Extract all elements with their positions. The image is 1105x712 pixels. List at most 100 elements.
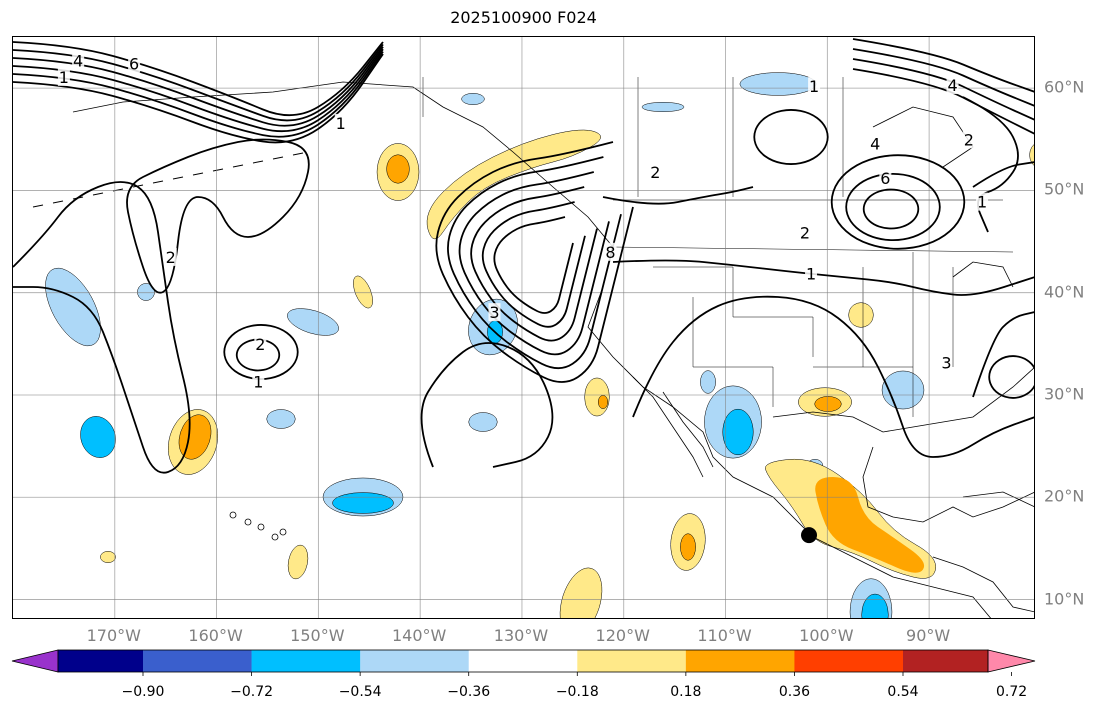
location-markers	[801, 527, 818, 544]
contour-line	[223, 324, 299, 380]
colorbar	[11, 649, 1036, 676]
coastline	[632, 376, 704, 478]
contour-label: 4	[73, 52, 83, 71]
contour-line	[988, 355, 1034, 399]
contour-label: 1	[809, 77, 819, 96]
contour-line	[435, 141, 634, 383]
coastline	[92, 192, 104, 196]
colorbar-extend-max	[987, 649, 1036, 673]
contour-line	[753, 109, 829, 165]
contour-line	[962, 96, 1019, 233]
latitude-tick-label: 10°N	[1044, 589, 1085, 609]
coastline	[962, 491, 1034, 507]
colorbar-tick-label: 0.18	[670, 684, 702, 700]
coastline	[172, 176, 184, 180]
coastlines-and-borders	[32, 77, 1034, 618]
coastline	[862, 446, 1034, 523]
colorbar-segment	[58, 650, 144, 672]
anomaly-region	[353, 275, 373, 309]
colorbar-segment	[251, 650, 361, 672]
colorbar-tick-label: −0.18	[555, 684, 599, 700]
island	[229, 511, 237, 519]
contour-line	[830, 154, 966, 250]
anomaly-region	[45, 267, 101, 347]
colorbar-tick-label: −0.54	[338, 684, 382, 700]
colorbar-segment	[685, 650, 795, 672]
contour-line	[13, 46, 384, 127]
anomaly-region	[137, 283, 155, 301]
anomaly-region	[468, 412, 498, 432]
coastline	[932, 556, 1034, 613]
contour-line	[862, 188, 920, 230]
colorbar-tick-label: 0.54	[887, 684, 919, 700]
anomaly-region	[700, 370, 716, 394]
contour-label: 1	[59, 68, 69, 87]
coastline	[662, 391, 714, 468]
longitude-tick-label: 140°W	[391, 626, 447, 645]
coastline	[872, 106, 974, 168]
latitude-tick-label: 20°N	[1044, 486, 1085, 506]
contour-label: 2	[800, 223, 810, 242]
coastline	[192, 172, 204, 176]
contour-line	[852, 38, 1034, 93]
contour-line	[420, 342, 554, 468]
latitude-tick-label: 40°N	[1044, 282, 1085, 302]
contour-line	[972, 311, 1034, 398]
anomaly-region	[722, 408, 754, 456]
contour-line	[13, 43, 384, 122]
contour-line	[13, 51, 384, 138]
island	[271, 533, 279, 541]
colorbar-outline	[57, 649, 989, 673]
longitude-tick-label: 120°W	[595, 626, 650, 645]
contour-label: 1	[977, 193, 987, 212]
colorbar-tick-label: −0.36	[447, 684, 491, 700]
anomaly-region	[739, 72, 817, 96]
contour-label: 4	[947, 76, 957, 95]
contour-line	[13, 41, 384, 117]
anomaly-region	[287, 308, 339, 336]
coastline	[152, 180, 164, 184]
colorbar-segment	[903, 650, 989, 672]
longitude-tick-label: 90°W	[906, 626, 951, 645]
border	[692, 297, 774, 407]
contour-label: 8	[605, 243, 615, 262]
contour-label: 6	[129, 55, 139, 74]
coastline	[52, 200, 64, 204]
contour-line	[612, 259, 1034, 296]
contour-label: 1	[253, 373, 263, 392]
island	[257, 523, 265, 531]
anomaly-region	[559, 567, 603, 618]
contour-label: 2	[166, 248, 176, 267]
colorbar-segment	[468, 650, 578, 672]
anomaly-region	[597, 395, 609, 409]
coastline	[772, 367, 1034, 433]
colorbar-segment	[360, 650, 470, 672]
longitude-tick-label: 150°W	[290, 626, 345, 645]
contour-label: 3	[941, 353, 951, 372]
anomaly-region	[641, 101, 685, 113]
contour-label: 4	[870, 134, 880, 153]
border	[612, 246, 1014, 253]
contour-line	[13, 181, 191, 474]
colorbar-tick-label: 0.72	[995, 684, 1028, 700]
contour-line	[481, 201, 586, 328]
colorbar-tick-label: −0.90	[121, 684, 165, 700]
coastline	[252, 160, 264, 164]
contour-label: 6	[880, 169, 890, 188]
latitude-tick-label: 60°N	[1044, 77, 1085, 97]
anomaly-region	[848, 302, 874, 328]
contour-label: 1	[336, 114, 346, 133]
anomaly-region	[461, 93, 485, 105]
latitude-tick-label: 50°N	[1044, 179, 1085, 199]
contour-line	[447, 156, 622, 370]
island	[244, 518, 252, 526]
contour-line	[632, 295, 1034, 458]
contour-line	[972, 161, 1034, 188]
border	[653, 266, 814, 357]
coastline	[72, 81, 992, 618]
contour-lines	[13, 38, 1034, 474]
anomaly-region	[100, 551, 116, 563]
coastline	[232, 164, 244, 168]
contour-label: 2	[650, 163, 660, 182]
coastline	[32, 204, 44, 208]
